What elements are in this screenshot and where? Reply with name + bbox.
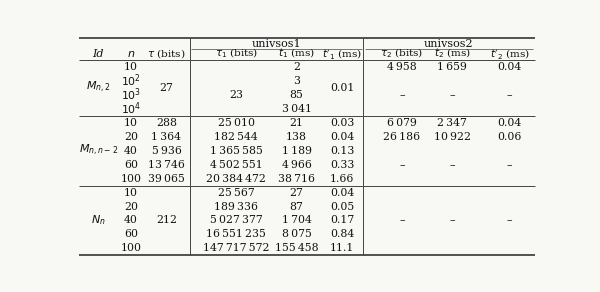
Text: 27: 27	[160, 83, 173, 93]
Text: 0.17: 0.17	[330, 215, 355, 225]
Text: 155 458: 155 458	[275, 243, 319, 253]
Text: 288: 288	[156, 118, 177, 128]
Text: 1 364: 1 364	[151, 132, 181, 142]
Text: $\tau_1$ (bits): $\tau_1$ (bits)	[215, 47, 258, 60]
Text: 1 365 585: 1 365 585	[210, 146, 263, 156]
Text: 0.01: 0.01	[330, 83, 355, 93]
Text: 23: 23	[229, 90, 243, 100]
Text: 60: 60	[124, 160, 138, 170]
Text: 13 746: 13 746	[148, 160, 185, 170]
Text: 10 922: 10 922	[434, 132, 471, 142]
Text: $t'_1$ (ms): $t'_1$ (ms)	[322, 46, 362, 60]
Text: univsos2: univsos2	[424, 39, 474, 48]
Text: $M_{n,n-2}$: $M_{n,n-2}$	[79, 143, 118, 159]
Text: $10^3$: $10^3$	[121, 87, 141, 103]
Text: 10: 10	[124, 188, 138, 198]
Text: 1 659: 1 659	[437, 62, 467, 72]
Text: –: –	[507, 215, 512, 225]
Text: 4 966: 4 966	[282, 160, 311, 170]
Text: 212: 212	[156, 215, 177, 225]
Text: 1 704: 1 704	[282, 215, 311, 225]
Text: 16 551 235: 16 551 235	[206, 230, 266, 239]
Text: 25 010: 25 010	[218, 118, 255, 128]
Text: 0.05: 0.05	[330, 201, 355, 211]
Text: 189 336: 189 336	[214, 201, 258, 211]
Text: $\tau_2$ (bits): $\tau_2$ (bits)	[380, 47, 424, 60]
Text: –: –	[399, 90, 405, 100]
Text: 0.13: 0.13	[330, 146, 355, 156]
Text: 182 544: 182 544	[214, 132, 258, 142]
Text: 10: 10	[124, 118, 138, 128]
Text: 85: 85	[290, 90, 304, 100]
Text: 87: 87	[290, 201, 304, 211]
Text: –: –	[449, 215, 455, 225]
Text: –: –	[507, 90, 512, 100]
Text: $N_n$: $N_n$	[91, 213, 106, 227]
Text: 40: 40	[124, 146, 138, 156]
Text: 20 384 472: 20 384 472	[206, 174, 266, 184]
Text: 21: 21	[290, 118, 304, 128]
Text: –: –	[399, 160, 405, 170]
Text: –: –	[399, 215, 405, 225]
Text: 60: 60	[124, 230, 138, 239]
Text: 39 065: 39 065	[148, 174, 185, 184]
Text: 0.04: 0.04	[330, 188, 355, 198]
Text: $n$: $n$	[127, 48, 135, 58]
Text: Id: Id	[92, 48, 104, 58]
Text: 0.84: 0.84	[330, 230, 355, 239]
Text: –: –	[507, 160, 512, 170]
Text: 2: 2	[293, 62, 300, 72]
Text: 100: 100	[121, 243, 142, 253]
Text: 138: 138	[286, 132, 307, 142]
Text: $\tau$ (bits): $\tau$ (bits)	[147, 47, 185, 60]
Text: 26 186: 26 186	[383, 132, 421, 142]
Text: 20: 20	[124, 201, 138, 211]
Text: 40: 40	[124, 215, 138, 225]
Text: 10: 10	[124, 62, 138, 72]
Text: 100: 100	[121, 174, 142, 184]
Text: 25 567: 25 567	[218, 188, 254, 198]
Text: 5 936: 5 936	[152, 146, 181, 156]
Text: 0.03: 0.03	[330, 118, 355, 128]
Text: 0.06: 0.06	[497, 132, 522, 142]
Text: 4 502 551: 4 502 551	[210, 160, 263, 170]
Text: $t_2$ (ms): $t_2$ (ms)	[434, 47, 471, 60]
Text: –: –	[449, 160, 455, 170]
Text: 2 347: 2 347	[437, 118, 467, 128]
Text: 1 189: 1 189	[281, 146, 311, 156]
Text: 0.04: 0.04	[497, 62, 522, 72]
Text: $t_1$ (ms): $t_1$ (ms)	[278, 47, 315, 60]
Text: univsos1: univsos1	[251, 39, 301, 48]
Text: 20: 20	[124, 132, 138, 142]
Text: $M_{n,2}$: $M_{n,2}$	[86, 80, 110, 95]
Text: 4 958: 4 958	[387, 62, 417, 72]
Text: 0.04: 0.04	[330, 132, 355, 142]
Text: 11.1: 11.1	[330, 243, 355, 253]
Text: 0.33: 0.33	[330, 160, 355, 170]
Text: 5 027 377: 5 027 377	[210, 215, 263, 225]
Text: 3: 3	[293, 76, 300, 86]
Text: 147 717 572: 147 717 572	[203, 243, 269, 253]
Text: 6 079: 6 079	[387, 118, 417, 128]
Text: $10^2$: $10^2$	[121, 72, 141, 89]
Text: 38 716: 38 716	[278, 174, 315, 184]
Text: $t'_2$ (ms): $t'_2$ (ms)	[490, 46, 530, 60]
Text: 3 041: 3 041	[281, 104, 311, 114]
Text: 8 075: 8 075	[282, 230, 311, 239]
Text: $10^4$: $10^4$	[121, 101, 141, 117]
Text: 27: 27	[290, 188, 304, 198]
Text: 0.04: 0.04	[497, 118, 522, 128]
Text: 1.66: 1.66	[330, 174, 355, 184]
Text: –: –	[449, 90, 455, 100]
